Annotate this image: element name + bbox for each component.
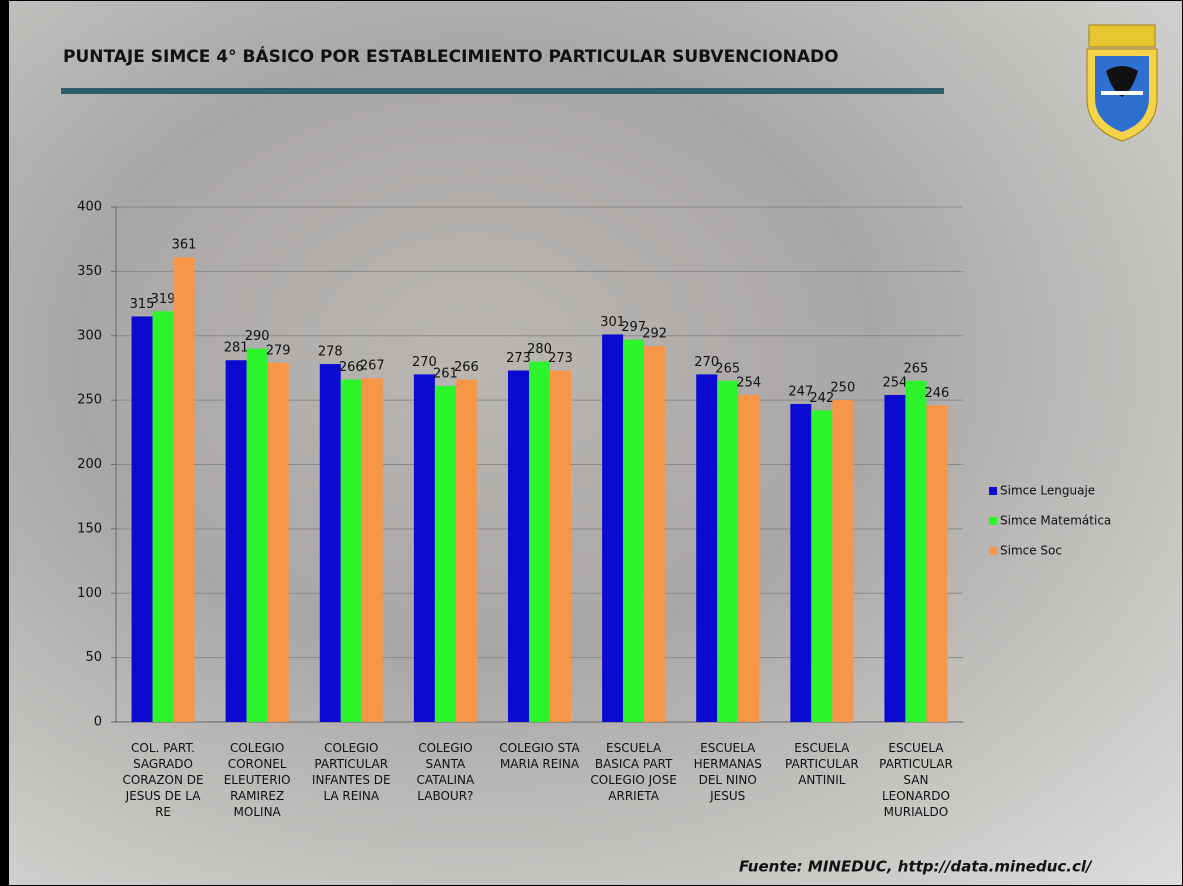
legend-swatch bbox=[989, 487, 997, 495]
bar bbox=[434, 385, 456, 722]
data-label: 273 bbox=[506, 351, 531, 366]
data-label: 250 bbox=[830, 381, 855, 396]
y-tick-label: 50 bbox=[85, 650, 102, 665]
bar bbox=[267, 362, 289, 722]
y-tick-label: 150 bbox=[77, 521, 102, 536]
y-tick-label: 350 bbox=[77, 264, 102, 279]
x-tick-label: COLEGIO CORONEL ELEUTERIO RAMIREZ MOLINA bbox=[223, 741, 291, 819]
x-tick-label: ESCUELA BASICA PART COLEGIO JOSE ARRIETA bbox=[590, 741, 677, 803]
y-tick-label: 100 bbox=[77, 586, 102, 601]
data-label: 265 bbox=[715, 361, 740, 376]
bar bbox=[455, 379, 477, 722]
legend-swatch bbox=[989, 547, 997, 555]
chart-title: PUNTAJE SIMCE 4° BÁSICO POR ESTABLECIMIE… bbox=[63, 45, 839, 67]
bar bbox=[529, 361, 550, 722]
data-label: 281 bbox=[224, 341, 249, 356]
bar bbox=[340, 379, 362, 722]
bar bbox=[173, 257, 195, 722]
data-label: 297 bbox=[621, 320, 646, 335]
data-label: 290 bbox=[245, 329, 270, 344]
y-tick-label: 0 bbox=[94, 715, 102, 730]
bar bbox=[131, 316, 153, 722]
bar bbox=[811, 410, 833, 722]
legend-label: Simce Matemática bbox=[1000, 514, 1111, 528]
data-label: 319 bbox=[151, 292, 176, 307]
data-label: 278 bbox=[318, 345, 343, 360]
x-tick-label: ESCUELA HERMANAS DEL NINO JESUS bbox=[693, 741, 762, 803]
x-tick-label: ESCUELA PARTICULAR ANTINIL bbox=[784, 741, 859, 787]
bar bbox=[413, 374, 435, 722]
data-label: 279 bbox=[266, 343, 291, 358]
data-label: 315 bbox=[130, 297, 155, 312]
legend-swatch bbox=[989, 517, 997, 525]
bar bbox=[246, 348, 268, 722]
data-label: 273 bbox=[548, 351, 573, 366]
bar bbox=[644, 346, 666, 722]
data-label: 254 bbox=[736, 375, 761, 390]
x-tick-label: COLEGIO SANTA CATALINA LABOUR? bbox=[416, 741, 475, 803]
frame bbox=[1, 1, 9, 885]
bar bbox=[696, 374, 718, 722]
data-label: 261 bbox=[433, 366, 458, 381]
data-label: 301 bbox=[600, 315, 625, 330]
y-tick-label: 300 bbox=[77, 328, 102, 343]
bar bbox=[738, 394, 760, 722]
legend-label: Simce Lenguaje bbox=[1000, 484, 1095, 498]
data-label: 270 bbox=[694, 355, 719, 370]
x-tick-label: COLEGIO STA MARIA REINA bbox=[499, 741, 580, 771]
x-tick-label: COLEGIO PARTICULAR INFANTES DE LA REINA bbox=[311, 741, 391, 803]
bar bbox=[623, 339, 645, 722]
data-label: 267 bbox=[360, 359, 385, 374]
data-label: 361 bbox=[172, 238, 197, 253]
y-tick-label: 200 bbox=[77, 457, 102, 472]
title-bar bbox=[61, 88, 944, 94]
bar bbox=[550, 370, 571, 722]
bar bbox=[319, 364, 341, 722]
bar bbox=[905, 380, 927, 722]
data-label: 247 bbox=[788, 384, 813, 399]
data-label: 242 bbox=[809, 391, 834, 406]
bar bbox=[361, 378, 383, 722]
data-label: 270 bbox=[412, 355, 437, 370]
data-label: 246 bbox=[925, 386, 950, 401]
bar bbox=[884, 394, 906, 722]
data-label: 254 bbox=[883, 375, 908, 390]
logo bbox=[1086, 24, 1158, 142]
bar bbox=[717, 380, 739, 722]
y-tick-label: 250 bbox=[77, 393, 102, 408]
bar bbox=[152, 311, 174, 722]
data-label: 265 bbox=[904, 361, 929, 376]
data-label: 266 bbox=[339, 360, 364, 375]
bar bbox=[602, 334, 624, 722]
bar bbox=[225, 360, 247, 722]
x-tick-label: ESCUELA PARTICULAR SAN LEONARDO MURIALDO bbox=[879, 741, 953, 819]
source: Fuente: MINEDUC, http://data.mineduc.cl/ bbox=[739, 858, 1093, 876]
bar bbox=[926, 405, 948, 722]
data-label: 266 bbox=[454, 360, 479, 375]
data-label: 292 bbox=[642, 327, 667, 342]
y-tick-label: 400 bbox=[77, 200, 102, 215]
legend-label: Simce Soc bbox=[1000, 544, 1062, 558]
bar bbox=[832, 400, 854, 722]
data-label: 280 bbox=[527, 342, 552, 357]
bar bbox=[790, 403, 812, 722]
x-tick-label: COL. PART. SAGRADO CORAZON DE JESUS DE L… bbox=[122, 741, 204, 819]
bar bbox=[508, 370, 529, 722]
